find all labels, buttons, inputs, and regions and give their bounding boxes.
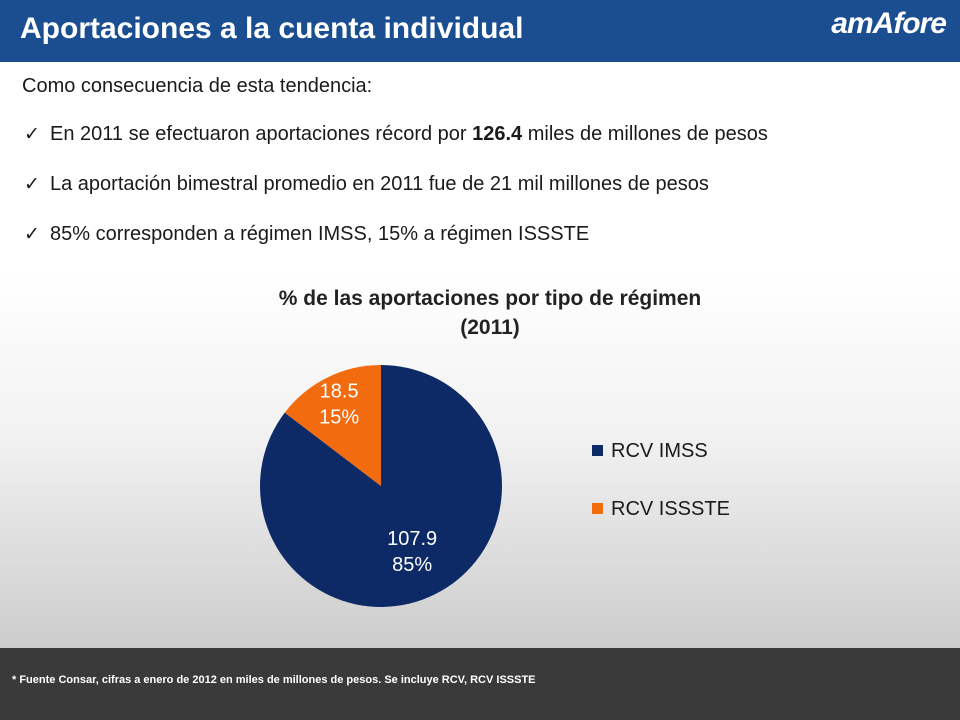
legend-item-issste: RCV ISSSTE — [592, 498, 730, 556]
bullet-text-bold: 126.4 — [472, 123, 523, 145]
data-label-percent: 85% — [392, 554, 432, 576]
legend-item-imss: RCV IMSS — [592, 440, 730, 498]
chart-legend: RCV IMSS RCV ISSSTE — [592, 440, 730, 556]
legend-swatch-issste — [592, 503, 603, 514]
checkmark-icon: ✓ — [24, 174, 40, 195]
bullet-text-after: miles de millones de pesos — [522, 123, 768, 145]
amafore-logo: amAfore — [831, 7, 947, 40]
chart-title-block: % de las aportaciones por tipo de régime… — [200, 284, 780, 342]
data-label-value: 18.5 — [320, 380, 359, 402]
footnote: * Fuente Consar, cifras a enero de 2012 … — [12, 674, 536, 686]
data-label-value: 107.9 — [387, 528, 437, 550]
data-label-percent: 15% — [319, 406, 359, 428]
checkmark-icon: ✓ — [24, 224, 40, 245]
intro-text: Como consecuencia de esta tendencia: — [22, 75, 373, 97]
legend-label-issste: RCV ISSSTE — [611, 498, 730, 520]
checkmark-icon: ✓ — [24, 124, 40, 145]
bullet-text: 85% corresponden a régimen IMSS, 15% a r… — [50, 223, 590, 245]
header-bar: Aportaciones a la cuenta individual amAf… — [0, 0, 960, 62]
bullet-text-before: En 2011 se efectuaron aportaciones récor… — [50, 123, 473, 145]
chart-subtitle: (2011) — [460, 316, 520, 339]
legend-swatch-imss — [592, 445, 603, 456]
footer-bar: * Fuente Consar, cifras a enero de 2012 … — [0, 648, 960, 720]
chart-title: % de las aportaciones por tipo de régime… — [278, 287, 702, 310]
page-title: Aportaciones a la cuenta individual — [20, 12, 524, 45]
legend-label-imss: RCV IMSS — [611, 440, 708, 462]
pie-slice-rcv-issste — [284, 365, 381, 486]
bullet-text: La aportación bimestral promedio en 2011… — [50, 173, 709, 195]
bullet-item-share: ✓ 85% corresponden a régimen IMSS, 15% a … — [24, 223, 768, 273]
bullet-item-record: ✓ En 2011 se efectuaron aportaciones réco… — [24, 123, 768, 173]
bullet-list: ✓ En 2011 se efectuaron aportaciones réco… — [24, 123, 768, 273]
bullet-item-average: ✓ La aportación bimestral promedio en 201… — [24, 173, 768, 223]
